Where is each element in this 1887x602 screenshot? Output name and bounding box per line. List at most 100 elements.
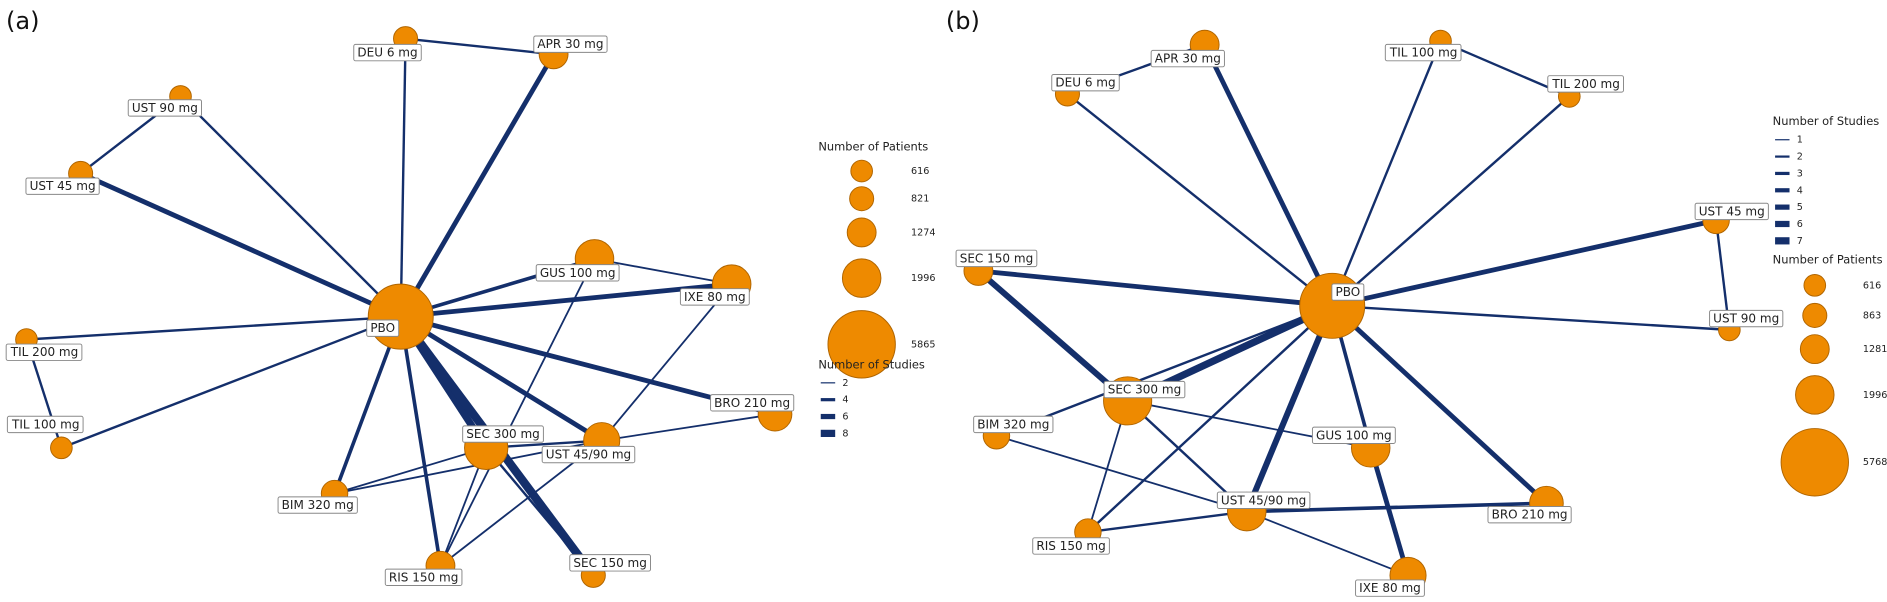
legend-label: 2 bbox=[842, 378, 848, 389]
edge bbox=[60, 315, 402, 449]
legend-symbol bbox=[1802, 302, 1828, 328]
edge bbox=[1087, 510, 1247, 534]
treatment-node bbox=[1299, 272, 1366, 339]
edge bbox=[1368, 447, 1411, 577]
panel-label: (b) bbox=[946, 7, 980, 35]
node-label: BRO 210 mg bbox=[1492, 508, 1568, 522]
node-label-box bbox=[6, 415, 84, 434]
node-label-box bbox=[1032, 537, 1110, 555]
node-label-box bbox=[679, 288, 750, 306]
node-label-box bbox=[366, 319, 400, 337]
node-label-box bbox=[955, 249, 1038, 268]
legend-symbol bbox=[850, 159, 873, 183]
edge bbox=[26, 315, 401, 341]
node-label-box bbox=[569, 554, 651, 572]
node-label: BRO 210 mg bbox=[714, 396, 790, 410]
node-label-box bbox=[127, 99, 202, 117]
node-label-box bbox=[535, 264, 620, 282]
legend-title: Number of Patients bbox=[1773, 253, 1883, 267]
node-label-box bbox=[25, 177, 100, 195]
legend-symbol bbox=[827, 310, 896, 379]
legend-label: 4 bbox=[1797, 185, 1803, 196]
node-label: UST 45 mg bbox=[30, 179, 96, 193]
legend-label: 6 bbox=[842, 412, 848, 423]
legend-label: 6 bbox=[1797, 219, 1803, 230]
node-label: UST 45/90 mg bbox=[1221, 493, 1306, 507]
edge bbox=[485, 447, 595, 577]
edge bbox=[399, 314, 603, 443]
node-label: DEU 6 mg bbox=[357, 46, 417, 60]
node-label-box bbox=[384, 568, 463, 586]
edge bbox=[398, 316, 443, 567]
node-label-box bbox=[973, 415, 1054, 434]
node-label-box bbox=[1051, 73, 1120, 92]
node-label: APR 30 mg bbox=[1155, 52, 1221, 66]
edge bbox=[179, 95, 402, 318]
node-label-box bbox=[533, 35, 608, 53]
node-label: SEC 300 mg bbox=[466, 427, 540, 441]
node-label: SEC 150 mg bbox=[573, 556, 647, 570]
node-label-box bbox=[1384, 43, 1462, 62]
legend-title: Number of Studies bbox=[1773, 114, 1880, 128]
node-label-box bbox=[353, 43, 422, 62]
legend-label: 1996 bbox=[1863, 390, 1887, 401]
node-label-box bbox=[1216, 491, 1311, 509]
node-label: BIM 320 mg bbox=[977, 417, 1049, 431]
legend-title: Number of Patients bbox=[818, 139, 928, 153]
legend-label: 4 bbox=[842, 395, 848, 406]
edge bbox=[1331, 95, 1571, 307]
edge bbox=[1246, 510, 1409, 577]
edge bbox=[976, 268, 1130, 404]
node-label: TIL 100 mg bbox=[11, 417, 79, 431]
legend-symbol bbox=[1795, 375, 1835, 415]
edge bbox=[439, 258, 596, 567]
node-label-box bbox=[277, 496, 358, 514]
node-label-box bbox=[1487, 506, 1572, 524]
edge bbox=[978, 268, 1333, 309]
node-label: UST 45/90 mg bbox=[546, 448, 631, 462]
node-label: PBO bbox=[370, 321, 395, 335]
edge bbox=[79, 171, 402, 319]
edge bbox=[1202, 43, 1335, 307]
edge bbox=[1246, 501, 1547, 514]
edge bbox=[996, 434, 1248, 513]
node-label-box bbox=[1547, 75, 1624, 93]
node-label: SEC 150 mg bbox=[960, 251, 1034, 265]
legend-label: 2 bbox=[1797, 152, 1803, 163]
edge bbox=[334, 446, 487, 495]
node-label-box bbox=[710, 394, 795, 412]
node-label: SEC 300 mg bbox=[1108, 383, 1182, 397]
node-label-box bbox=[1355, 579, 1425, 597]
node-label-box bbox=[541, 445, 636, 464]
edge bbox=[405, 37, 554, 56]
edge bbox=[1331, 40, 1442, 307]
edge bbox=[594, 257, 732, 286]
node-label: RIS 150 mg bbox=[1036, 539, 1105, 553]
node-label-box bbox=[462, 425, 544, 443]
treatment-node bbox=[367, 283, 434, 350]
legend-symbol bbox=[846, 217, 877, 248]
node-label-box bbox=[5, 343, 83, 361]
panel-label: (a) bbox=[6, 7, 40, 35]
edge bbox=[1332, 304, 1730, 332]
node-label: PBO bbox=[1335, 285, 1360, 299]
legend-label: 616 bbox=[911, 166, 929, 177]
node-label: UST 45 mg bbox=[1699, 204, 1765, 218]
legend-title: Number of Studies bbox=[818, 357, 925, 371]
node-label: DEU 6 mg bbox=[1055, 76, 1115, 90]
edge bbox=[1330, 304, 1549, 505]
node-label: RIS 150 mg bbox=[389, 570, 458, 584]
legend-label: 821 bbox=[911, 194, 929, 205]
node-label: GUS 100 mg bbox=[540, 266, 616, 280]
legend-label: 1 bbox=[1797, 135, 1803, 146]
edge bbox=[399, 38, 407, 317]
legend-symbol bbox=[1803, 274, 1827, 297]
node-label: TIL 200 mg bbox=[1551, 77, 1619, 91]
node-label-box bbox=[1331, 283, 1365, 301]
node-label: UST 90 mg bbox=[1713, 312, 1779, 326]
legend-symbol bbox=[849, 186, 875, 212]
edge bbox=[1243, 304, 1335, 513]
legend-label: 616 bbox=[1863, 280, 1881, 291]
edge bbox=[996, 304, 1333, 437]
legend-label: 1274 bbox=[911, 227, 935, 238]
